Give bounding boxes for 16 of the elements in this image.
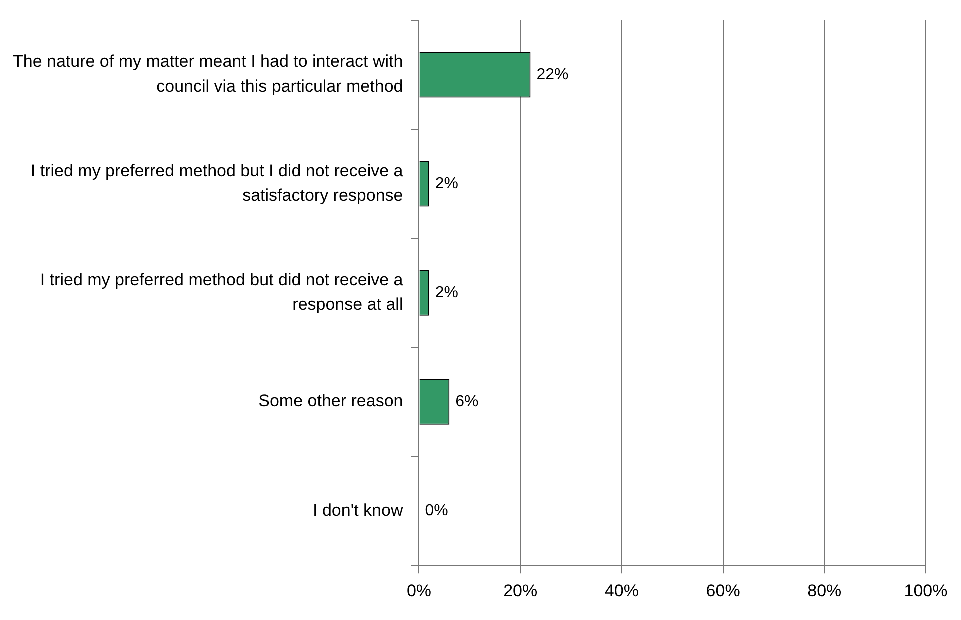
x-tick-label: 100%	[904, 581, 948, 600]
x-tick-label: 40%	[604, 581, 639, 600]
data-label: 0%	[425, 502, 448, 520]
y-tick-label: I tried my preferred method but I did not receive a satisfactory response	[30, 161, 404, 205]
y-tick-label: Some other reason	[258, 392, 404, 411]
x-tick-label: 80%	[808, 581, 842, 600]
x-tick-label: 0%	[406, 581, 432, 600]
data-label: 2%	[435, 284, 458, 302]
data-label: 6%	[456, 393, 479, 410]
data-label: 22%	[536, 66, 569, 84]
x-tick-label: 60%	[706, 581, 740, 600]
data-label: 2%	[435, 175, 458, 192]
x-tick-label: 20%	[504, 581, 538, 600]
y-tick-label: I don't know	[313, 500, 404, 520]
y-tick-label: The nature of my matter meant I had to interact with council via this particular method	[12, 52, 404, 96]
y-tick-label: I tried my preferred method but did not receive a response at all	[40, 270, 404, 314]
